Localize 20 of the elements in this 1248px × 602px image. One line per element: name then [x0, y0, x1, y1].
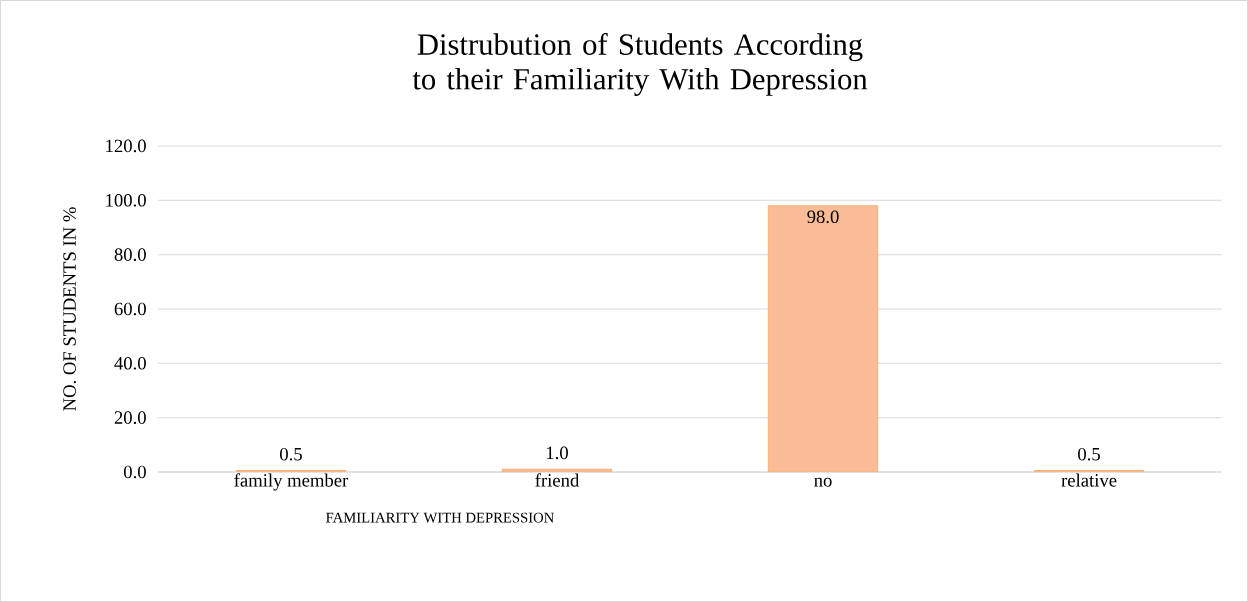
y-tick-label: 100.0: [106, 193, 146, 207]
data-label: 1.0: [546, 446, 568, 460]
y-tick-label: 20.0: [114, 411, 146, 425]
x-axis-title: FAMILIARITY WITH DEPRESSION: [326, 512, 554, 523]
x-tick-label: family member: [234, 473, 349, 491]
data-label: 0.5: [1078, 447, 1100, 461]
x-tick-label: relative: [1061, 473, 1117, 487]
x-tick-label: friend: [535, 473, 580, 487]
x-tick-label: no: [814, 477, 832, 487]
y-tick-label: 60.0: [114, 302, 146, 316]
data-label: 98.0: [807, 210, 839, 224]
bar: [767, 205, 879, 472]
y-tick-label: 0.0: [123, 465, 146, 479]
y-tick-label: 40.0: [114, 356, 146, 370]
y-tick-label: 120.0: [106, 139, 146, 153]
bar: [501, 468, 613, 472]
chart-title: Distrubution of Students According to their Familiarity With Depression: [412, 33, 868, 96]
data-label: 0.5: [280, 447, 302, 461]
y-axis-title: NO. OF STUDENTS IN %: [63, 207, 76, 411]
y-tick-label: 80.0: [114, 248, 146, 261]
